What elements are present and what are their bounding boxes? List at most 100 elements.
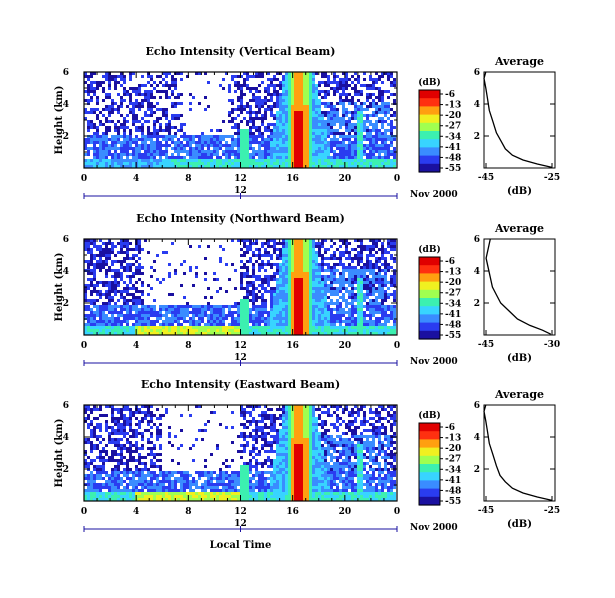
heat-cell bbox=[291, 96, 294, 99]
heat-cell bbox=[180, 78, 183, 81]
heat-cell bbox=[141, 302, 144, 305]
heat-cell bbox=[291, 81, 294, 84]
heat-cell bbox=[348, 296, 351, 299]
heat-cell bbox=[108, 323, 111, 326]
heat-cell bbox=[90, 248, 93, 251]
heat-cell bbox=[243, 299, 246, 302]
heat-cell bbox=[336, 108, 339, 111]
heat-cell bbox=[279, 305, 282, 308]
heat-cell bbox=[171, 141, 174, 144]
heat-cell bbox=[291, 302, 294, 305]
heat-cell bbox=[183, 296, 186, 299]
heat-cell bbox=[372, 93, 375, 96]
heat-cell bbox=[324, 129, 327, 132]
heat-cell bbox=[324, 317, 327, 320]
heat-cell bbox=[114, 459, 117, 462]
heat-cell bbox=[363, 287, 366, 290]
heat-cell bbox=[168, 326, 171, 329]
heat-cell bbox=[177, 96, 180, 99]
heat-cell bbox=[132, 150, 135, 153]
colorbar-swatch bbox=[419, 144, 440, 148]
heat-cell bbox=[246, 275, 249, 278]
heat-cell bbox=[375, 260, 378, 263]
heat-cell bbox=[252, 162, 255, 165]
heat-cell bbox=[336, 162, 339, 165]
heat-cell bbox=[246, 84, 249, 87]
heat-cell bbox=[114, 272, 117, 275]
heat-cell bbox=[132, 165, 135, 168]
heat-cell bbox=[375, 275, 378, 278]
heat-cell bbox=[117, 272, 120, 275]
heat-cell bbox=[240, 299, 243, 302]
heat-cell bbox=[84, 308, 87, 311]
heat-cell bbox=[102, 162, 105, 165]
heat-cell bbox=[201, 162, 204, 165]
heat-cell bbox=[345, 320, 348, 323]
heat-cell bbox=[372, 162, 375, 165]
heat-cell bbox=[288, 326, 291, 329]
heat-cell bbox=[324, 275, 327, 278]
heat-cell bbox=[99, 254, 102, 257]
heat-cell bbox=[315, 320, 318, 323]
x-tick-label: 16 bbox=[286, 341, 299, 351]
heat-cell bbox=[198, 308, 201, 311]
heat-cell bbox=[126, 308, 129, 311]
heat-cell bbox=[234, 329, 237, 332]
heat-cell bbox=[264, 111, 267, 114]
heat-cell bbox=[177, 165, 180, 168]
heat-cell bbox=[357, 290, 360, 293]
heat-cell bbox=[288, 102, 291, 105]
heat-cell bbox=[123, 87, 126, 90]
heat-cell bbox=[144, 239, 147, 242]
heat-cell bbox=[276, 141, 279, 144]
heat-cell bbox=[285, 257, 288, 260]
heat-cell bbox=[270, 239, 273, 242]
heat-cell bbox=[393, 278, 396, 281]
heat-cell bbox=[279, 159, 282, 162]
heat-cell bbox=[318, 293, 321, 296]
heat-cell bbox=[171, 242, 174, 245]
heat-cell bbox=[270, 257, 273, 260]
heat-cell bbox=[258, 126, 261, 129]
heat-cell bbox=[381, 72, 384, 75]
heat-cell bbox=[285, 93, 288, 96]
heat-cell bbox=[108, 320, 111, 323]
heat-cell bbox=[363, 135, 366, 138]
heat-cell bbox=[273, 165, 276, 168]
heat-cell bbox=[246, 156, 249, 159]
heat-cell bbox=[87, 465, 90, 468]
heat-cell bbox=[102, 447, 105, 450]
heat-cell bbox=[312, 275, 315, 278]
heat-cell bbox=[207, 245, 210, 248]
heat-cell bbox=[348, 99, 351, 102]
heat-cell bbox=[183, 123, 186, 126]
heat-cell bbox=[114, 308, 117, 311]
heat-cell bbox=[180, 114, 183, 117]
heat-cell bbox=[243, 311, 246, 314]
heat-cell bbox=[360, 165, 363, 168]
heat-cell bbox=[240, 102, 243, 105]
heat-cell bbox=[264, 308, 267, 311]
heat-cell bbox=[117, 141, 120, 144]
heat-cell bbox=[243, 117, 246, 120]
heat-cell bbox=[234, 90, 237, 93]
heat-cell bbox=[153, 96, 156, 99]
heat-cell bbox=[243, 308, 246, 311]
heat-cell bbox=[309, 329, 312, 332]
heat-cell bbox=[294, 102, 297, 105]
heat-cell bbox=[351, 114, 354, 117]
heat-cell bbox=[84, 296, 87, 299]
heat-cell bbox=[300, 275, 303, 278]
heat-cell bbox=[141, 141, 144, 144]
heat-cell bbox=[297, 129, 300, 132]
heat-cell bbox=[171, 329, 174, 332]
heat-cell bbox=[120, 426, 123, 429]
heat-cell bbox=[297, 117, 300, 120]
heat-cell bbox=[276, 290, 279, 293]
heat-cell bbox=[84, 495, 87, 498]
heat-cell bbox=[282, 90, 285, 93]
heat-cell bbox=[303, 239, 306, 242]
heat-cell bbox=[369, 245, 372, 248]
heat-cell bbox=[363, 147, 366, 150]
heat-cell bbox=[123, 120, 126, 123]
